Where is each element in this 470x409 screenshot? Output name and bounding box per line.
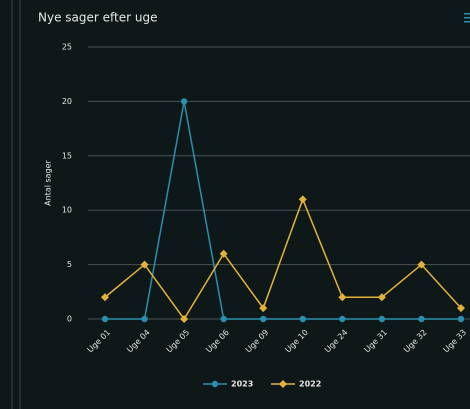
y-tick-label: 0 xyxy=(67,315,72,324)
data-point xyxy=(140,260,149,269)
y-axis-label: Antal sager xyxy=(44,159,53,205)
data-point xyxy=(180,98,188,105)
y-tick-label: 25 xyxy=(62,43,72,52)
legend-label: 2023 xyxy=(231,380,253,389)
y-tick-label: 15 xyxy=(62,151,72,160)
legend-label: 2022 xyxy=(299,380,321,389)
data-point xyxy=(101,293,109,302)
data-point xyxy=(220,315,227,323)
menu-icon[interactable] xyxy=(464,13,470,23)
data-point xyxy=(457,304,465,313)
data-point xyxy=(259,304,268,313)
data-point xyxy=(299,315,306,323)
chart-title: Nye sager efter uge xyxy=(38,11,157,25)
y-tick-label: 5 xyxy=(67,260,72,269)
data-point xyxy=(180,315,189,323)
data-point xyxy=(101,315,109,323)
data-point xyxy=(378,315,386,323)
data-point xyxy=(338,293,347,302)
data-point xyxy=(418,315,425,323)
data-point xyxy=(339,315,346,323)
series-line xyxy=(104,197,462,321)
series-line xyxy=(105,101,461,320)
data-point xyxy=(219,249,228,258)
data-point xyxy=(260,315,267,323)
data-point xyxy=(417,260,426,269)
data-point xyxy=(141,315,148,323)
data-point xyxy=(457,315,465,323)
legend-marker xyxy=(279,380,287,388)
y-tick-label: 10 xyxy=(62,206,72,215)
data-point xyxy=(377,293,386,302)
y-tick-label: 20 xyxy=(62,97,72,106)
legend-marker xyxy=(211,380,219,388)
data-point xyxy=(298,195,307,204)
